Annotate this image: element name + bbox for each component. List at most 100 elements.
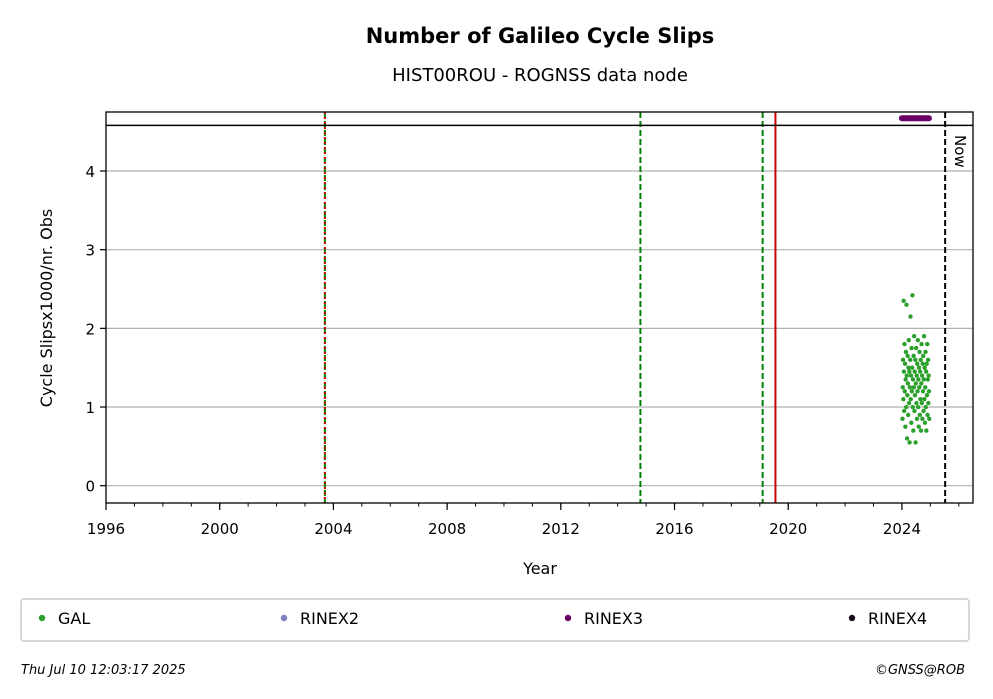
gal-point bbox=[902, 341, 907, 347]
gal-point bbox=[917, 385, 922, 390]
gal-point bbox=[906, 337, 911, 343]
gal-point bbox=[910, 293, 915, 298]
gal-point bbox=[912, 369, 917, 374]
gal-point bbox=[916, 377, 921, 382]
gal-point bbox=[901, 396, 906, 402]
footer-copyright: ©GNSS@ROB bbox=[875, 663, 965, 678]
x-tick-label: 2020 bbox=[769, 520, 807, 538]
gal-point bbox=[925, 341, 930, 347]
gal-point bbox=[902, 361, 908, 366]
gal-point bbox=[926, 373, 931, 378]
legend-marker bbox=[564, 614, 572, 622]
gal-point bbox=[923, 385, 928, 390]
gal-point bbox=[924, 361, 929, 366]
legend-label: GAL bbox=[58, 609, 90, 628]
gal-point bbox=[900, 357, 906, 363]
gal-point bbox=[921, 353, 926, 359]
gal-point bbox=[922, 396, 927, 402]
gal-point bbox=[919, 373, 925, 378]
gal-point bbox=[922, 365, 927, 370]
gal-point bbox=[909, 420, 914, 425]
y-axis-label: Cycle Slipsx1000/nr. Obs bbox=[37, 209, 56, 407]
gal-point bbox=[920, 389, 926, 394]
gal-point bbox=[910, 377, 916, 382]
gal-point bbox=[925, 377, 931, 382]
event-lines bbox=[323, 112, 947, 503]
x-tick-label: 2008 bbox=[428, 520, 466, 538]
gal-point bbox=[913, 381, 919, 386]
legend: GAL RINEX2 RINEX3 RINEX4 bbox=[38, 609, 927, 628]
gal-point bbox=[903, 377, 908, 382]
gal-point bbox=[906, 365, 911, 370]
chart-title: Number of Galileo Cycle Slips bbox=[366, 24, 715, 48]
gal-point bbox=[900, 416, 905, 422]
y-tick-label: 0 bbox=[85, 478, 95, 496]
gal-point bbox=[915, 389, 920, 394]
gal-point bbox=[927, 416, 932, 422]
gal-point bbox=[903, 404, 909, 410]
gal-point bbox=[918, 396, 923, 402]
gal-point bbox=[917, 412, 923, 418]
gal-point bbox=[911, 353, 916, 359]
gal-point bbox=[905, 353, 910, 359]
legend-marker bbox=[848, 614, 856, 622]
gal-point bbox=[921, 408, 926, 414]
gal-point bbox=[926, 400, 931, 406]
gal-point bbox=[915, 404, 921, 410]
gal-point bbox=[907, 369, 912, 374]
gal-point bbox=[923, 369, 929, 374]
legend-marker bbox=[38, 614, 46, 622]
gal-point bbox=[909, 389, 915, 394]
gal-point bbox=[912, 393, 918, 398]
footer-timestamp: Thu Jul 10 12:03:17 2025 bbox=[21, 663, 186, 678]
gal-point bbox=[921, 334, 927, 339]
gal-point bbox=[917, 349, 922, 355]
gal-point bbox=[905, 412, 911, 418]
gal-point bbox=[914, 400, 919, 406]
x-tick-label: 1996 bbox=[87, 520, 125, 538]
gal-point bbox=[915, 361, 920, 366]
gal-point bbox=[925, 357, 931, 363]
gal-points bbox=[900, 293, 932, 445]
gal-point bbox=[906, 400, 912, 406]
gal-point bbox=[915, 337, 921, 343]
gal-point bbox=[905, 393, 910, 398]
gal-point bbox=[920, 361, 925, 366]
x-tick-label: 2024 bbox=[883, 520, 921, 538]
gal-point bbox=[916, 424, 921, 429]
gal-point bbox=[907, 440, 912, 445]
gal-point bbox=[913, 440, 918, 445]
plot-frame bbox=[105, 111, 974, 504]
gal-point bbox=[911, 385, 917, 390]
gal-point bbox=[910, 404, 915, 410]
x-axis-ticks: 1996 2000 2004 2008 2012 2016 2020 2024 bbox=[87, 503, 960, 538]
x-tick-label: 2000 bbox=[201, 520, 239, 538]
legend-label: RINEX2 bbox=[300, 609, 359, 628]
gal-point bbox=[902, 389, 907, 394]
gal-point bbox=[902, 408, 907, 414]
gal-point bbox=[904, 373, 909, 378]
chart-subtitle: HIST00ROU - ROGNSS data node bbox=[392, 65, 688, 86]
gal-point bbox=[917, 369, 923, 374]
x-tick-label: 2016 bbox=[655, 520, 693, 538]
gal-point bbox=[922, 420, 928, 425]
gal-point bbox=[926, 389, 932, 394]
gal-point bbox=[905, 381, 911, 386]
gal-point bbox=[923, 404, 929, 410]
y-tick-label: 3 bbox=[85, 242, 95, 260]
gal-point bbox=[918, 428, 924, 433]
legend-marker bbox=[280, 614, 288, 622]
gal-point bbox=[923, 349, 928, 355]
gal-point bbox=[914, 416, 920, 422]
x-tick-label: 2004 bbox=[314, 520, 352, 538]
grid-lines bbox=[106, 170, 973, 487]
gal-point bbox=[919, 400, 925, 406]
y-tick-label: 2 bbox=[85, 320, 95, 338]
gal-point bbox=[919, 341, 924, 347]
gal-point bbox=[901, 369, 907, 374]
gal-point bbox=[913, 345, 919, 351]
gal-point bbox=[911, 334, 917, 339]
gal-point bbox=[903, 424, 908, 429]
x-tick-label: 2012 bbox=[542, 520, 580, 538]
